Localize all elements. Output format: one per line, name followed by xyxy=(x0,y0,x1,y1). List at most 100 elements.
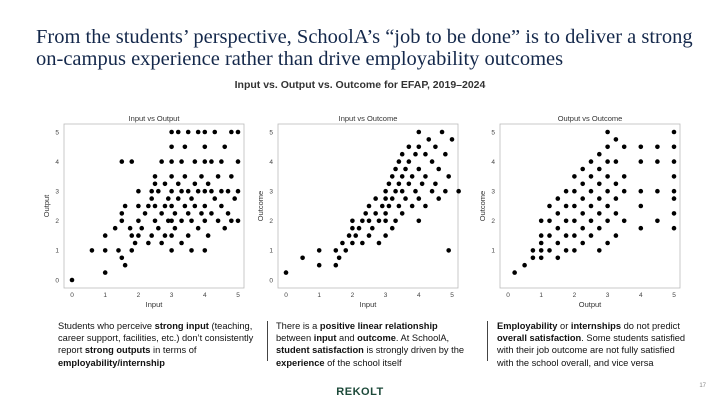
data-point xyxy=(588,233,594,238)
chart-title: Output vs Outcome xyxy=(558,114,623,123)
data-point xyxy=(136,218,141,224)
plot-frame xyxy=(499,123,681,289)
data-point xyxy=(235,159,241,164)
data-point xyxy=(152,218,158,224)
data-point xyxy=(389,196,395,201)
description-text-run: There is a xyxy=(276,321,320,331)
data-point xyxy=(179,240,184,246)
description-text-run: in terms of xyxy=(150,345,197,356)
data-point xyxy=(563,218,569,224)
x-axis-label: Input xyxy=(360,300,378,309)
data-point xyxy=(202,248,208,253)
data-point xyxy=(563,203,569,209)
data-point xyxy=(621,188,627,194)
data-point xyxy=(222,225,228,231)
data-point xyxy=(165,218,171,224)
data-point xyxy=(671,225,677,231)
data-point xyxy=(182,203,188,209)
data-point xyxy=(169,144,174,150)
data-point xyxy=(343,248,349,253)
data-point xyxy=(588,159,594,164)
data-point xyxy=(416,144,422,150)
data-point xyxy=(406,159,412,164)
data-point xyxy=(195,129,201,135)
data-point xyxy=(209,211,214,216)
plot-frame xyxy=(63,123,245,289)
description-text-run: experience xyxy=(276,357,325,368)
page-number: 17 xyxy=(699,383,706,389)
data-point xyxy=(366,203,372,209)
data-point xyxy=(336,255,342,261)
data-point xyxy=(333,248,339,253)
data-point xyxy=(235,129,241,135)
data-point xyxy=(399,174,405,179)
data-point xyxy=(146,240,151,246)
data-point xyxy=(572,248,577,253)
data-point xyxy=(199,174,204,179)
description-text-run: of the school itself xyxy=(324,357,402,368)
data-point xyxy=(419,181,425,187)
y-tick-label: 3 xyxy=(55,189,59,196)
description-text-run: and xyxy=(336,333,358,344)
data-point xyxy=(179,188,184,194)
data-point xyxy=(621,144,627,150)
data-point xyxy=(112,225,118,231)
plot-frame xyxy=(277,123,459,289)
description-text-run: overall satisfaction xyxy=(497,333,582,344)
y-tick-label: 4 xyxy=(269,159,273,166)
data-point xyxy=(119,159,125,164)
description-text-run: outcome xyxy=(357,333,396,344)
data-point xyxy=(370,225,375,231)
data-point xyxy=(340,240,345,246)
data-point xyxy=(175,181,181,187)
data-point xyxy=(202,203,208,209)
data-point xyxy=(386,181,392,187)
data-point xyxy=(409,174,415,179)
data-point xyxy=(366,218,372,224)
data-point xyxy=(538,240,544,246)
y-tick-label: 1 xyxy=(491,248,495,255)
data-point xyxy=(202,144,208,150)
x-axis-label: Output xyxy=(579,300,602,309)
y-axis-label: Outcome xyxy=(256,191,265,221)
data-point xyxy=(316,248,322,253)
data-point xyxy=(172,211,178,216)
y-tick-label: 5 xyxy=(269,129,273,136)
data-point xyxy=(195,188,201,194)
data-point xyxy=(413,151,418,157)
data-point xyxy=(162,203,168,209)
y-axis-label: Output xyxy=(42,194,51,217)
data-point xyxy=(555,225,561,231)
description-text-run: . At SchoolA, xyxy=(395,333,450,344)
data-point xyxy=(613,233,619,238)
data-point xyxy=(212,196,218,201)
data-point xyxy=(205,233,211,238)
data-point xyxy=(383,196,388,201)
y-tick-label: 4 xyxy=(491,159,495,166)
data-point xyxy=(580,211,585,216)
data-point xyxy=(605,240,610,246)
y-tick-label: 2 xyxy=(55,218,59,225)
data-point xyxy=(580,240,585,246)
data-point xyxy=(605,159,610,164)
y-tick-label: 3 xyxy=(269,189,273,196)
data-point xyxy=(671,174,677,179)
data-point xyxy=(436,166,442,172)
data-point xyxy=(356,225,362,231)
y-tick-label: 4 xyxy=(55,159,59,166)
data-point xyxy=(333,262,339,268)
data-point xyxy=(446,174,451,179)
data-point xyxy=(149,188,154,194)
data-point xyxy=(597,211,602,216)
data-point xyxy=(580,166,585,172)
data-point xyxy=(205,181,211,187)
slide-title: From the students’ perspective, SchoolA’… xyxy=(36,26,693,70)
y-axis-label: Outcome xyxy=(478,191,487,221)
x-tick-label: 0 xyxy=(506,292,510,299)
data-point xyxy=(156,225,161,231)
data-point xyxy=(655,159,660,164)
data-point xyxy=(555,211,561,216)
description-text-run: student satisfaction xyxy=(276,345,364,356)
data-point xyxy=(350,240,355,246)
chart-title: Input vs Outcome xyxy=(339,114,398,123)
